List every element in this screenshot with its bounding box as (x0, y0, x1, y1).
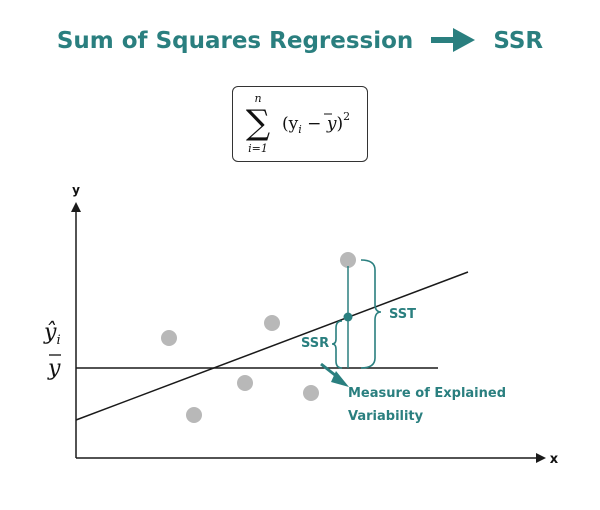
data-point (303, 385, 319, 401)
explained-label-line2: Variability (348, 409, 424, 424)
sum-symbol: ∑ (246, 103, 270, 143)
sst-label: SST (389, 307, 416, 322)
title-right: SSR (493, 28, 544, 54)
ssr-label: SSR (301, 336, 329, 351)
arrow-right-icon (431, 28, 476, 52)
title-left: Sum of Squares Regression (56, 28, 414, 54)
sst-brace (360, 259, 382, 369)
predicted-point (343, 312, 353, 322)
data-point (264, 315, 280, 331)
y-axis-arrowhead (71, 202, 81, 212)
x-axis-label: x (550, 452, 559, 467)
data-point (161, 330, 177, 346)
pointer-arrow-icon (331, 371, 349, 387)
ssr-brace (331, 320, 343, 369)
data-point-highlighted (340, 252, 356, 268)
diagram-title: Sum of Squares Regression SSR (0, 28, 600, 54)
ybar-label: y (47, 356, 61, 381)
sum-formula: n ∑ i=1 (yi − y)2 (246, 92, 350, 155)
explained-label-line1: Measure of Explained (348, 386, 506, 401)
yhat-label: ŷi (43, 320, 61, 348)
formula-body: (yi − y)2 (282, 110, 350, 136)
x-axis-arrowhead (536, 453, 546, 463)
regression-line (75, 271, 469, 421)
y-axis-label: y (72, 183, 80, 197)
formula-box (232, 86, 368, 162)
data-point (237, 375, 253, 391)
data-point (186, 407, 202, 423)
sum-upper-limit: n (254, 92, 261, 105)
sum-lower-limit: i=1 (248, 142, 268, 155)
